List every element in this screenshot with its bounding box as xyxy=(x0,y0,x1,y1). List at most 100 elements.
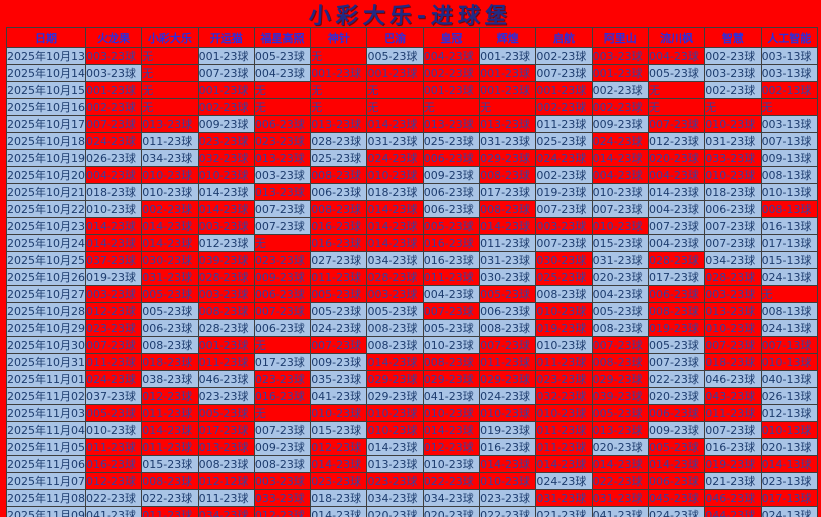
data-cell: 017-23球 xyxy=(479,183,537,201)
data-cell: 008-23球 xyxy=(310,166,368,184)
data-cell: 022-23球 xyxy=(84,489,143,507)
data-cell: 018-23球 xyxy=(141,353,199,371)
date-cell: 2025年10月14日 xyxy=(6,64,86,82)
data-cell: 006-23球 xyxy=(422,200,481,218)
data-cell: 007-23球 xyxy=(253,200,312,218)
data-cell: 007-23球 xyxy=(535,64,593,82)
data-cell: 022-23球 xyxy=(422,472,481,490)
date-cell: 2025年11月01日 xyxy=(6,370,86,388)
data-cell: 011-23球 xyxy=(84,353,143,371)
data-cell: 023-23球 xyxy=(84,319,143,337)
data-cell: 031-23球 xyxy=(591,489,649,507)
data-cell: 008-23球 xyxy=(535,285,593,303)
data-cell: 010-23球 xyxy=(535,302,593,320)
data-cell: 006-23球 xyxy=(422,149,481,167)
data-cell: 024-13球 xyxy=(760,319,819,337)
column-header: 启航 xyxy=(535,27,593,48)
data-cell: 008-23球 xyxy=(253,455,312,473)
data-cell: 无 xyxy=(366,81,424,99)
data-cell: 无 xyxy=(647,98,706,116)
data-cell: 003-23球 xyxy=(591,47,649,65)
date-cell: 2025年10月18日 xyxy=(6,132,86,150)
table-row: 2025年10月31日011-23球018-23球011-23球017-23球0… xyxy=(6,353,819,371)
data-cell: 007-23球 xyxy=(253,421,312,439)
data-cell: 016-23球 xyxy=(479,438,537,456)
table-row: 2025年10月26日019-23球031-23球028-23球009-23球0… xyxy=(6,268,819,286)
column-header: 巴渝 xyxy=(366,27,424,48)
data-cell: 006-23球 xyxy=(141,319,199,337)
data-cell: 039-23球 xyxy=(591,387,649,405)
data-cell: 002-23球 xyxy=(84,98,143,116)
data-cell: 002-23球 xyxy=(422,64,481,82)
data-cell: 038-23球 xyxy=(141,370,199,388)
data-cell: 019-23球 xyxy=(704,455,762,473)
data-cell: 008-13球 xyxy=(760,200,819,218)
data-cell: 017-23球 xyxy=(647,268,706,286)
data-cell: 033-23球 xyxy=(253,489,312,507)
data-cell: 007-23球 xyxy=(704,217,762,235)
data-cell: 020-23球 xyxy=(591,438,649,456)
data-cell: 034-23球 xyxy=(366,489,424,507)
data-cell: 023-23球 xyxy=(310,472,368,490)
data-cell: 034-23球 xyxy=(422,489,481,507)
table-row: 2025年10月25日037-23球030-23球039-23球023-23球0… xyxy=(6,251,819,269)
data-cell: 001-23球 xyxy=(366,64,424,82)
data-cell: 020-23球 xyxy=(591,268,649,286)
date-cell: 2025年10月30日 xyxy=(6,336,86,354)
data-cell: 010-23球 xyxy=(141,183,199,201)
data-cell: 016-23球 xyxy=(704,438,762,456)
data-cell: 014-23球 xyxy=(84,217,143,235)
data-cell: 007-13球 xyxy=(760,336,819,354)
data-cell: 008-23球 xyxy=(197,455,255,473)
data-cell: 011-23球 xyxy=(141,438,199,456)
data-cell: 013-23球 xyxy=(197,438,255,456)
data-cell: 001-23球 xyxy=(479,81,537,99)
data-cell: 034-23球 xyxy=(197,506,255,517)
data-cell: 033-23球 xyxy=(704,149,762,167)
data-cell: 028-23球 xyxy=(197,268,255,286)
data-cell: 007-23球 xyxy=(84,115,143,133)
data-cell: 011-23球 xyxy=(535,353,593,371)
data-cell: 010-23球 xyxy=(591,183,649,201)
data-cell: 010-23球 xyxy=(84,421,143,439)
data-cell: 012-12球 xyxy=(197,472,255,490)
data-cell: 007-23球 xyxy=(647,115,706,133)
date-cell: 2025年10月13日 xyxy=(6,47,86,65)
data-cell: 023-23球 xyxy=(253,251,312,269)
data-cell: 024-23球 xyxy=(310,319,368,337)
data-cell: 010-23球 xyxy=(84,200,143,218)
date-cell: 2025年10月19日 xyxy=(6,149,86,167)
data-cell: 004-23球 xyxy=(591,285,649,303)
data-cell: 012-23球 xyxy=(141,387,199,405)
data-cell: 030-23球 xyxy=(141,251,199,269)
data-cell: 005-23球 xyxy=(253,47,312,65)
table-row: 2025年11月02日037-23球012-23球023-23球016-23球0… xyxy=(6,387,819,405)
data-cell: 无 xyxy=(704,98,762,116)
data-cell: 029-23球 xyxy=(366,387,424,405)
data-cell: 001-23球 xyxy=(479,47,537,65)
data-cell: 011-23球 xyxy=(84,438,143,456)
data-cell: 002-23球 xyxy=(535,166,593,184)
data-cell: 004-23球 xyxy=(647,200,706,218)
data-cell: 017-13球 xyxy=(760,234,819,252)
data-cell: 008-23球 xyxy=(479,319,537,337)
date-cell: 2025年11月04日 xyxy=(6,421,86,439)
data-cell: 006-23球 xyxy=(253,285,312,303)
data-cell: 040-13球 xyxy=(760,370,819,388)
data-cell: 010-23球 xyxy=(422,336,481,354)
data-cell: 010-23球 xyxy=(366,404,424,422)
date-cell: 2025年10月20日 xyxy=(6,166,86,184)
data-cell: 005-23球 xyxy=(84,404,143,422)
date-cell: 2025年11月03日 xyxy=(6,404,86,422)
data-cell: 043-23球 xyxy=(704,387,762,405)
data-cell: 010-13球 xyxy=(760,421,819,439)
data-cell: 004-23球 xyxy=(422,285,481,303)
data-cell: 007-23球 xyxy=(647,353,706,371)
data-cell: 005-23球 xyxy=(366,302,424,320)
data-cell: 014-23球 xyxy=(310,506,368,517)
data-cell: 024-13球 xyxy=(760,506,819,517)
data-cell: 无 xyxy=(141,98,199,116)
data-cell: 017-23球 xyxy=(253,353,312,371)
data-cell: 003-23球 xyxy=(704,285,762,303)
